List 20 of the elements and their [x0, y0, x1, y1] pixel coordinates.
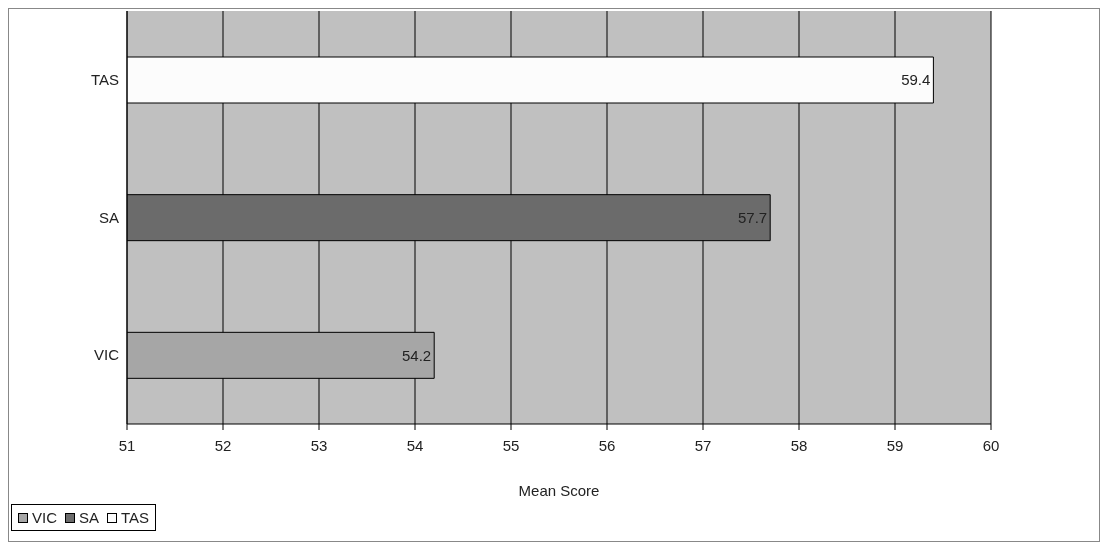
x-tick-label: 58 [790, 436, 808, 454]
y-tick-label: SA [98, 208, 119, 226]
x-tick-label: 59 [886, 436, 904, 454]
data-label: 57.7 [738, 208, 768, 226]
data-label: 54.2 [402, 346, 432, 364]
x-tick-label: 57 [694, 436, 712, 454]
x-tick-label: 60 [982, 436, 1000, 454]
x-tick-label: 54 [406, 436, 424, 454]
x-tick-label: 55 [502, 436, 520, 454]
y-tick-label: VIC [93, 346, 120, 364]
x-axis-title: Mean Score [518, 482, 600, 499]
x-tick-label: 52 [214, 436, 232, 454]
y-tick-label: TAS [90, 71, 119, 89]
legend-label: VIC [32, 509, 58, 526]
legend-label: SA [79, 509, 100, 526]
x-tick-label: 53 [310, 436, 328, 454]
legend-label: TAS [121, 509, 150, 526]
x-tick-label: 56 [598, 436, 616, 454]
data-label: 59.4 [901, 71, 931, 89]
x-tick-label: 51 [118, 436, 136, 454]
